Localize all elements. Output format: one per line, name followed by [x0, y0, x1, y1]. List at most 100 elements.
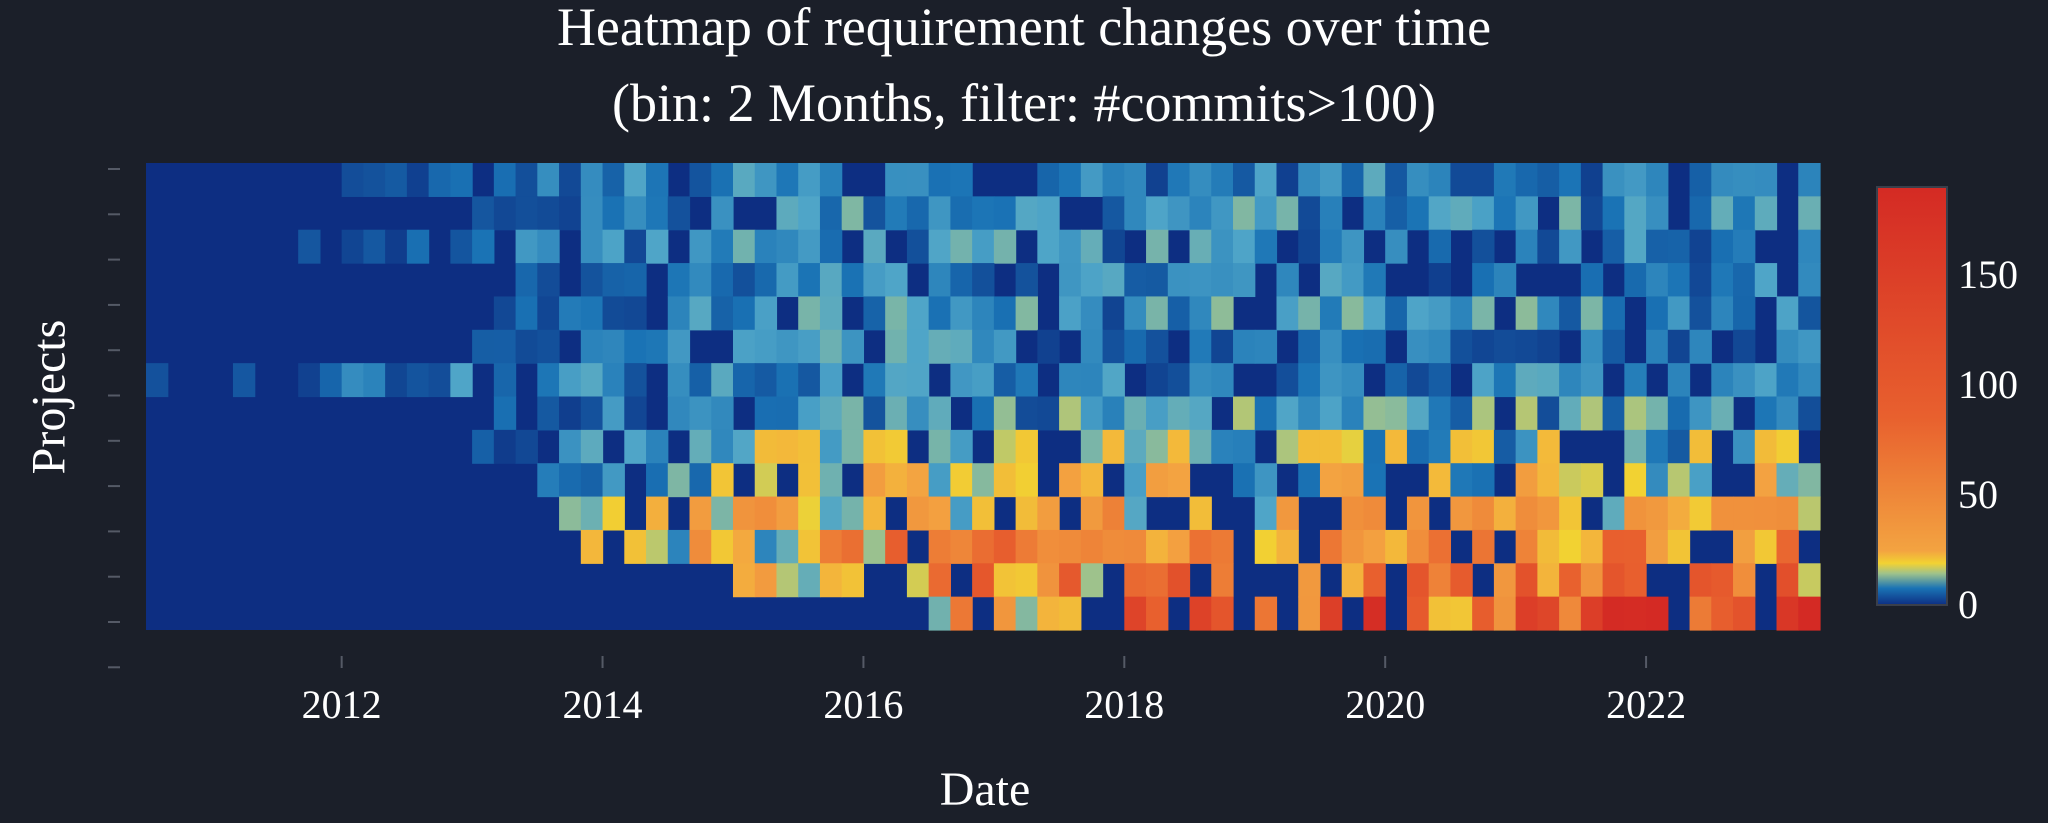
heatmap-cell: [1254, 329, 1278, 364]
heatmap-cell: [1472, 396, 1495, 431]
heatmap-cell: [711, 296, 734, 331]
heatmap-cell: [472, 196, 495, 231]
heatmap-cell: [1602, 529, 1625, 564]
heatmap-cell: [1319, 596, 1343, 631]
heatmap-cell: [580, 463, 604, 498]
heatmap-cell: [1602, 329, 1625, 364]
heatmap-cell: [1189, 429, 1212, 464]
heatmap-cell: [298, 229, 321, 264]
heatmap-cell: [885, 429, 908, 464]
heatmap-cell: [776, 529, 799, 564]
heatmap-cell: [711, 429, 734, 464]
heatmap-cell: [537, 463, 560, 498]
heatmap-cell: [711, 229, 734, 264]
heatmap-cell: [1319, 229, 1343, 264]
heatmap-cell: [667, 363, 691, 398]
heatmap-cell: [624, 363, 647, 398]
heatmap-cell: [624, 529, 647, 564]
heatmap-cell: [689, 396, 712, 431]
heatmap-cell: [1363, 296, 1386, 331]
heatmap-cell: [1189, 596, 1212, 631]
heatmap-cell: [1450, 163, 1473, 197]
heatmap-cell: [1624, 429, 1647, 464]
heatmap-cell: [602, 396, 625, 431]
heatmap-cell: [819, 429, 843, 464]
heatmap-cell: [1080, 529, 1104, 564]
heatmap-cell: [1689, 329, 1712, 364]
heatmap-cell: [1646, 329, 1669, 364]
heatmap-cell: [993, 563, 1017, 598]
heatmap-cell: [1602, 596, 1625, 631]
heatmap-cell: [1189, 363, 1212, 398]
heatmap-cell: [1211, 429, 1234, 464]
heatmap-cell: [1080, 163, 1104, 197]
heatmap-cell: [1080, 263, 1104, 298]
heatmap-cell: [732, 296, 756, 331]
heatmap-cell: [559, 296, 582, 331]
heatmap-cell: [1559, 596, 1582, 631]
heatmap-cell: [819, 329, 843, 364]
heatmap-cell: [1646, 163, 1669, 197]
heatmap-cell: [1298, 563, 1321, 598]
heatmap-cell: [1711, 563, 1734, 598]
heatmap-cell: [1080, 296, 1104, 331]
heatmap-cell: [624, 263, 647, 298]
heatmap-cell: [1059, 396, 1082, 431]
heatmap-cell: [1146, 329, 1169, 364]
heatmap-cell: [1776, 563, 1799, 598]
heatmap-cell: [602, 363, 625, 398]
heatmap-cell: [1146, 529, 1169, 564]
heatmap-cell: [1428, 263, 1452, 298]
heatmap-cell: [1798, 229, 1821, 264]
heatmap-cell: [1537, 163, 1560, 197]
heatmap-cell: [1450, 596, 1473, 631]
heatmap-cell: [1341, 563, 1365, 598]
heatmap-cell: [602, 463, 625, 498]
heatmap-cell: [1602, 196, 1625, 231]
heatmap-cell: [1515, 429, 1538, 464]
heatmap-cell: [1559, 496, 1582, 531]
heatmap-cell: [1515, 229, 1538, 264]
heatmap-cell: [1776, 463, 1799, 498]
heatmap-cell: [928, 496, 951, 531]
heatmap-cell: [580, 396, 604, 431]
heatmap-cell: [1667, 496, 1691, 531]
heatmap-cell: [1167, 196, 1191, 231]
heatmap-cell: [1015, 496, 1038, 531]
heatmap-cell: [711, 196, 734, 231]
heatmap-cell: [1733, 296, 1756, 331]
heatmap-cell: [450, 363, 473, 398]
heatmap-cell: [689, 529, 712, 564]
heatmap-cell: [646, 229, 669, 264]
heatmap-cell: [602, 329, 625, 364]
x-tick-label: 2014: [563, 682, 643, 727]
heatmap-cell: [537, 196, 560, 231]
heatmap-cell: [1037, 329, 1060, 364]
heatmap-cell: [1493, 163, 1517, 197]
heatmap-cell: [319, 363, 343, 398]
heatmap-cell: [1754, 463, 1778, 498]
heatmap-cell: [1298, 196, 1321, 231]
heatmap-cell: [1754, 163, 1778, 197]
heatmap-cell: [450, 229, 473, 264]
heatmap-cell: [580, 363, 604, 398]
heatmap-cell: [1493, 496, 1517, 531]
heatmap-cell: [754, 563, 778, 598]
heatmap-cell: [1646, 296, 1669, 331]
heatmap-cell: [624, 196, 647, 231]
heatmap-cell: [1711, 596, 1734, 631]
heatmap-cell: [1754, 529, 1778, 564]
heatmap-cell: [993, 396, 1017, 431]
heatmap-cell: [298, 363, 321, 398]
heatmap-cell: [1798, 563, 1821, 598]
heatmap-cell: [1233, 163, 1256, 197]
heatmap-cell: [1580, 263, 1604, 298]
heatmap-cell: [1580, 563, 1604, 598]
heatmap-cell: [1798, 196, 1821, 231]
heatmap-cell: [1341, 496, 1365, 531]
heatmap-cell: [689, 229, 712, 264]
heatmap-cell: [1798, 363, 1821, 398]
heatmap-cell: [1102, 396, 1125, 431]
heatmap-cell: [885, 329, 908, 364]
heatmap-cell: [819, 529, 843, 564]
